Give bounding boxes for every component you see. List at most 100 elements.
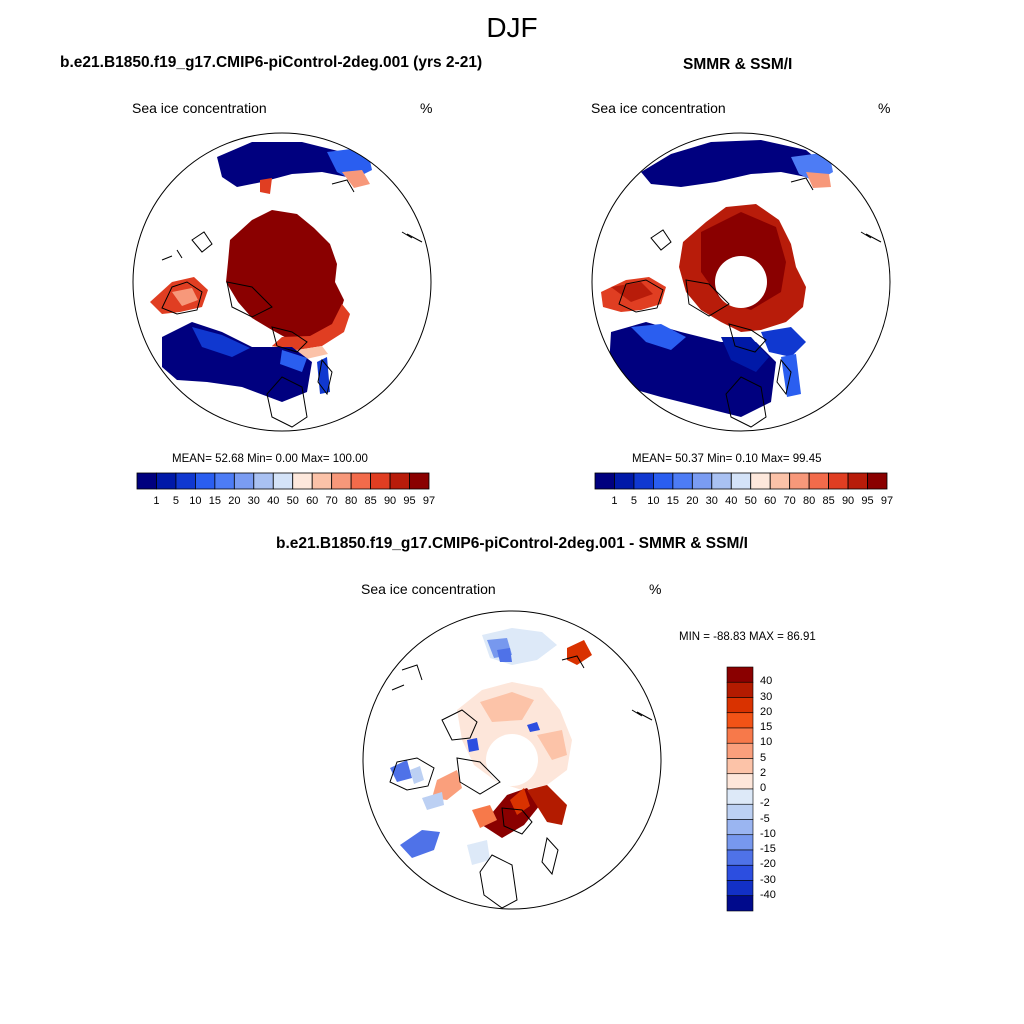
colorbar-swatch xyxy=(726,681,754,698)
colorbar-swatch xyxy=(828,472,849,490)
colorbar-swatch xyxy=(750,472,771,490)
colorbar-tick-label: 40 xyxy=(725,495,738,507)
model-polar-map xyxy=(132,132,432,432)
colorbar-tick-label: 2 xyxy=(760,766,767,779)
panel-2-title: SMMR & SSM/I xyxy=(683,56,793,73)
colorbar-swatch xyxy=(726,773,754,790)
ice-edge-fringe xyxy=(272,304,350,350)
panel-2-variable: Sea ice concentration xyxy=(591,100,726,116)
coastlines xyxy=(161,179,423,428)
colorbar-tick-label: 1 xyxy=(153,495,160,507)
colorbar-swatch xyxy=(156,472,177,490)
colorbar-tick-label: 60 xyxy=(764,495,777,507)
colorbar-tick-label: -40 xyxy=(760,888,776,901)
colorbar-swatch xyxy=(867,472,888,490)
colorbar-swatch xyxy=(808,472,829,490)
north-pacific-open-water xyxy=(217,142,362,187)
colorbar-swatch xyxy=(370,472,391,490)
colorbar-swatch xyxy=(726,849,754,866)
colorbar-swatch xyxy=(726,803,754,820)
colorbar-swatch xyxy=(672,472,693,490)
colorbar-swatch xyxy=(847,472,868,490)
colorbar-swatch xyxy=(331,472,352,490)
colorbar-swatch xyxy=(726,712,754,729)
colorbar-swatch xyxy=(726,758,754,775)
colorbar-tick-label: 50 xyxy=(286,495,299,507)
colorbar-swatch xyxy=(726,834,754,851)
colorbar-swatch xyxy=(726,895,754,912)
coastlines xyxy=(389,655,653,909)
colorbar-tick-label: 10 xyxy=(647,495,660,507)
panel-3-title: b.e21.B1850.f19_g17.CMIP6-piControl-2deg… xyxy=(275,535,748,552)
colorbar-swatch xyxy=(292,472,313,490)
panel-2-stats: MEAN= 50.37 Min= 0.10 Max= 99.45 xyxy=(632,453,822,465)
obs-polar-map xyxy=(591,132,891,432)
colorbar-tick-label: 30 xyxy=(760,690,773,703)
colorbar-swatch xyxy=(726,880,754,897)
north-pacific-open-water xyxy=(641,140,823,187)
colorbar-tick-label: 20 xyxy=(760,705,773,718)
colorbar-tick-label: 10 xyxy=(189,495,202,507)
colorbar-tick-label: -30 xyxy=(760,873,776,886)
colorbar-swatch xyxy=(711,472,732,490)
colorbar-tick-label: 30 xyxy=(705,495,718,507)
colorbar-swatch xyxy=(311,472,333,490)
colorbar-tick-label: 30 xyxy=(247,495,260,507)
panel-1-colorbar xyxy=(136,472,430,490)
colorbar-swatch xyxy=(350,472,371,490)
colorbar-tick-label: 10 xyxy=(760,736,773,749)
colorbar-tick-label: -15 xyxy=(760,843,776,855)
colorbar-swatch xyxy=(726,819,754,836)
colorbar-tick-label: 97 xyxy=(880,495,894,507)
panel-1-variable: Sea ice concentration xyxy=(132,100,267,116)
colorbar-tick-label: 85 xyxy=(822,495,835,507)
colorbar-swatch xyxy=(175,472,196,490)
central-arctic-ice xyxy=(226,210,344,340)
colorbar-tick-label: 80 xyxy=(345,495,358,507)
pole-hole xyxy=(715,256,767,308)
panel-2-colorbar xyxy=(594,472,888,490)
colorbar-swatch xyxy=(594,472,615,490)
colorbar-swatch xyxy=(614,472,635,490)
colorbar-tick-label: 85 xyxy=(364,495,377,507)
colorbar-tick-label: 95 xyxy=(861,495,874,507)
colorbar-tick-label: 5 xyxy=(172,495,179,507)
colorbar-tick-label: 40 xyxy=(760,675,773,688)
colorbar-tick-label: 90 xyxy=(383,495,397,507)
panel-2-units: % xyxy=(878,100,891,116)
colorbar-swatch xyxy=(253,472,274,490)
colorbar-tick-label: 1 xyxy=(611,495,618,507)
colorbar-tick-label: 15 xyxy=(208,495,221,507)
colorbar-tick-label: 20 xyxy=(228,495,241,507)
diff-polar-map xyxy=(362,610,662,910)
colorbar-tick-label: 20 xyxy=(686,495,699,507)
colorbar-tick-label: 60 xyxy=(306,495,319,507)
labrador-negative-bias xyxy=(400,830,440,858)
colorbar-swatch xyxy=(726,742,754,759)
colorbar-swatch xyxy=(233,472,255,490)
colorbar-swatch xyxy=(730,472,752,490)
colorbar-tick-label: 70 xyxy=(783,495,796,507)
colorbar-tick-label: 5 xyxy=(630,495,637,507)
colorbar-tick-label: -2 xyxy=(760,797,770,810)
panel-1-stats: MEAN= 52.68 Min= 0.00 Max= 100.00 xyxy=(172,453,368,465)
coastlines xyxy=(618,177,882,428)
colorbar-swatch xyxy=(726,788,754,805)
colorbar-swatch xyxy=(691,472,713,490)
colorbar-swatch xyxy=(272,472,294,490)
panel-1-title: b.e21.B1850.f19_g17.CMIP6-piControl-2deg… xyxy=(60,54,483,71)
colorbar-swatch xyxy=(726,697,754,714)
pole-hole xyxy=(486,734,538,786)
colorbar-tick-label: 97 xyxy=(422,495,436,507)
colorbar-tick-label: 15 xyxy=(666,495,679,507)
okhotsk-positive-bias xyxy=(567,640,592,665)
colorbar-swatch xyxy=(726,864,754,881)
colorbar-tick-label: -10 xyxy=(760,827,776,840)
colorbar-tick-label: 40 xyxy=(267,495,280,507)
colorbar-tick-label: 90 xyxy=(841,495,855,507)
colorbar-swatch xyxy=(195,472,216,490)
panel-3-units: % xyxy=(649,581,662,597)
colorbar-swatch xyxy=(389,472,410,490)
colorbar-swatch xyxy=(726,727,754,744)
colorbar-swatch xyxy=(726,666,754,683)
